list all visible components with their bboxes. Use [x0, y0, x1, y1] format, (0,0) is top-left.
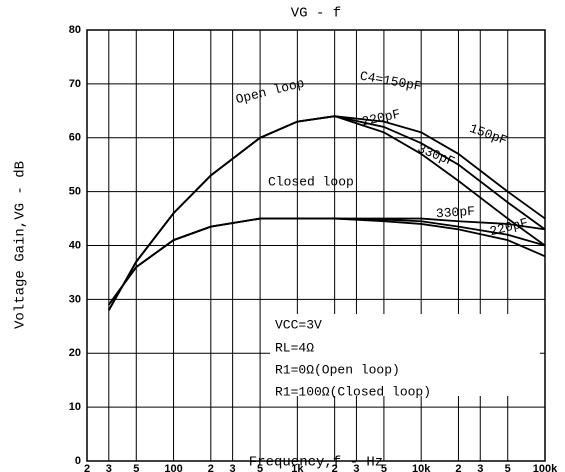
annotation: 150pF [467, 121, 509, 148]
annotation: Closed loop [268, 174, 354, 189]
x-tick-label: 3 [230, 463, 236, 472]
x-tick-label: 3 [353, 463, 359, 472]
x-tick-label: 10k [412, 463, 431, 472]
condition: R1=0Ω(Open loop) [275, 362, 400, 377]
y-tick-label: 50 [69, 186, 81, 198]
y-axis-label: Voltage Gain,VG - dB [13, 161, 29, 329]
y-tick-label: 70 [69, 78, 81, 90]
chart-title: VG - f [291, 6, 341, 22]
y-tick-label: 30 [69, 293, 81, 305]
annotation: C4=150pF [359, 69, 423, 95]
x-tick-label: 5 [505, 463, 511, 472]
series-line [108, 217, 546, 306]
y-tick-label: 80 [69, 24, 81, 36]
y-tick-label: 0 [75, 455, 81, 467]
x-tick-label: 3 [477, 463, 483, 472]
x-tick-label: 2 [84, 463, 90, 472]
x-tick-label: 2 [332, 463, 338, 472]
x-axis-label: Frequency,f - Hz [249, 455, 383, 471]
x-tick-label: 5 [133, 463, 139, 472]
series-line [108, 115, 546, 311]
x-tick-label: 1k [291, 463, 304, 472]
annotation: Open loop [234, 76, 306, 108]
series-line [108, 217, 546, 306]
y-tick-label: 60 [69, 132, 81, 144]
annotation: 330pF [435, 204, 475, 222]
x-tick-label: 100k [533, 463, 558, 472]
condition: R1=100Ω(Closed loop) [275, 384, 431, 399]
x-tick-label: 5 [257, 463, 263, 472]
x-tick-label: 2 [208, 463, 214, 472]
x-tick-label: 100 [164, 463, 182, 472]
condition: RL=4Ω [275, 340, 314, 355]
condition: VCC=3V [275, 317, 322, 332]
conditions-box [270, 314, 540, 396]
x-tick-label: 2 [455, 463, 461, 472]
x-tick-label: 3 [106, 463, 112, 472]
y-tick-label: 20 [69, 347, 81, 359]
y-tick-label: 10 [69, 401, 81, 413]
series-line [108, 217, 546, 306]
x-tick-label: 5 [381, 463, 387, 472]
y-tick-label: 40 [69, 239, 81, 251]
